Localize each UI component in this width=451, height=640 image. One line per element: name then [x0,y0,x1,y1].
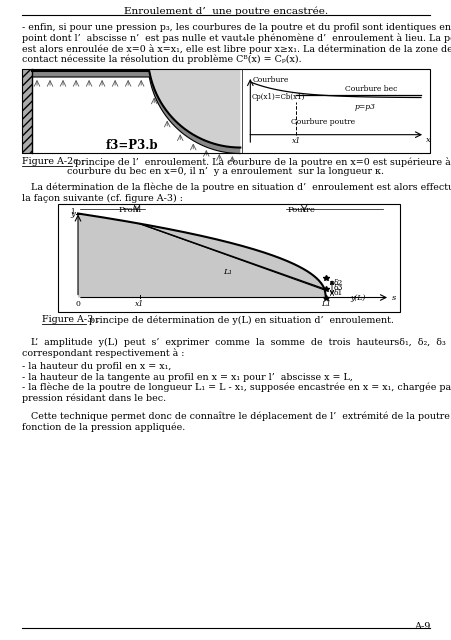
Text: δ3: δ3 [333,284,343,291]
Text: point dont l’  abscisse n’  est pas nulle et vaut₄le phénomène d’  enroulement à: point dont l’ abscisse n’ est pas nulle … [22,33,451,44]
Text: L’  amplitude  y(L)  peut  s’  exprimer  comme  la  somme  de  trois  hauteursδ₁: L’ amplitude y(L) peut s’ exprimer comme… [22,337,445,347]
Bar [22,69,429,153]
Text: est alors enroulée de x=0 à x=x₁, elle est libre pour x≥x₁. La détermination de : est alors enroulée de x=0 à x=x₁, elle e… [22,44,451,54]
Text: L1: L1 [320,300,330,307]
Text: principe de détermination de y(L) en situation d’  enroulement.: principe de détermination de y(L) en sit… [86,316,393,325]
Text: fonction de la pression appliquée.: fonction de la pression appliquée. [22,422,185,431]
Text: Courbure poutre: Courbure poutre [290,118,354,126]
Text: y(L): y(L) [349,294,364,301]
Text: - enfin, si pour une pression p₃, les courbures de la poutre et du profil sont i: - enfin, si pour une pression p₃, les co… [22,23,451,32]
Text: Figure A-2c :: Figure A-2c : [22,157,85,166]
Text: la façon suivante (cf. figure A-3) :: la façon suivante (cf. figure A-3) : [22,193,183,203]
Text: - la hauteur du profil en x = x₁,: - la hauteur du profil en x = x₁, [22,362,171,371]
Text: f3=P3.b: f3=P3.b [106,139,158,152]
Text: δ2: δ2 [333,279,343,287]
Text: Profil: Profil [118,205,141,214]
Text: A-9: A-9 [413,622,429,631]
Text: - la flèche de la poutre de longueur L₁ = L - x₁, supposée encastrée en x = x₁, : - la flèche de la poutre de longueur L₁ … [22,383,451,392]
Text: Courbure bec: Courbure bec [345,84,397,93]
Text: x1: x1 [135,300,144,307]
Bar [22,69,32,153]
Text: - la hauteur de la tangente au profil en x = x₁ pour l’  abscisse x = L,: - la hauteur de la tangente au profil en… [22,372,352,381]
Text: Figure A-3 :: Figure A-3 : [42,316,99,324]
Text: correspondant respectivement à :: correspondant respectivement à : [22,348,184,358]
Text: x: x [425,136,430,143]
Text: Courbure: Courbure [252,76,288,84]
Text: p=p3: p=p3 [354,102,374,111]
Text: Poutre: Poutre [287,205,314,214]
Text: 1: 1 [70,209,75,216]
Text: x1: x1 [291,137,300,145]
Text: contact nécessite la résolution du problème Cᴮ(x) = Cₚ(x).: contact nécessite la résolution du probl… [22,54,301,64]
Bar [58,204,399,312]
Text: Cette technique permet donc de connaître le déplacement de l’  extrémité de la p: Cette technique permet donc de connaître… [22,412,451,421]
Text: pression résidant dans le bec.: pression résidant dans le bec. [22,394,166,403]
Polygon shape [32,70,240,148]
Text: y: y [70,211,75,218]
Text: Cp(x1)=Cb(x1): Cp(x1)=Cb(x1) [251,93,304,101]
Text: La détermination de la flèche de la poutre en situation d’  enroulement est alor: La détermination de la flèche de la pout… [22,183,451,193]
Text: Enroulement d’  une poutre encastrée.: Enroulement d’ une poutre encastrée. [124,6,327,15]
Text: L₁: L₁ [223,268,232,276]
Text: 0: 0 [75,300,80,307]
Text: principe de l’  enroulement. La courbure de la poutre en x=0 est supérieure à la: principe de l’ enroulement. La courbure … [72,157,451,167]
Text: s: s [391,294,396,301]
Text: δ1: δ1 [333,289,343,297]
Text: courbure du bec en x=0, il n’  y a enroulement  sur la longueur κ.: courbure du bec en x=0, il n’ y a enroul… [67,168,384,177]
Polygon shape [78,214,325,298]
